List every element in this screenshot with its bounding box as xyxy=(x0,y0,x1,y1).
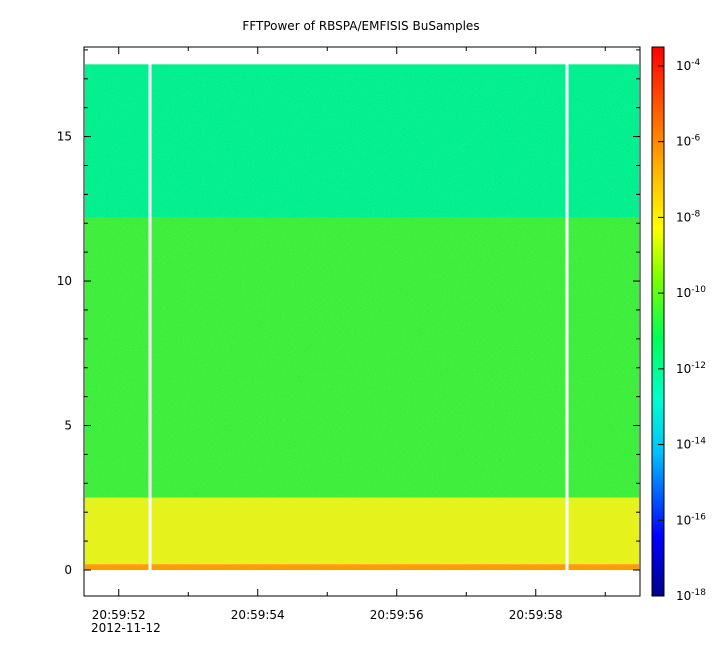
colorbar-tick-label: 10-12 xyxy=(676,361,706,376)
colorbar-tick-label: 10-4 xyxy=(676,58,701,73)
spectrogram-plot-area: 20:59:52 20:59:54 20:59:56 20:59:58 051015 … xyxy=(57,46,641,635)
data-gap-0 xyxy=(148,64,152,570)
colorbar-tick-label: 10-16 xyxy=(676,512,706,527)
colorbar-tick-label: 10-10 xyxy=(676,285,706,300)
y-tick-label: 5 xyxy=(64,419,72,433)
colorbar-gradient xyxy=(651,46,665,597)
chart-title: FFTPower of RBSPA/EMFISIS BuSamples xyxy=(242,19,479,33)
x-tick-label: 20:59:54 xyxy=(231,608,285,622)
colorbar-tick-label: 10-18 xyxy=(676,588,706,603)
y-axis: 0 5 10 15 xyxy=(57,49,640,577)
plot-frame xyxy=(83,46,641,597)
colorbar-tick-label: 10-6 xyxy=(676,134,701,149)
y-tick-label: 0 xyxy=(64,563,72,577)
y-tick-label: 10 xyxy=(57,274,72,288)
spectrogram-noise-texture xyxy=(85,73,639,571)
x-tick-label: 20:59:58 xyxy=(509,608,563,622)
x-axis: 20:59:52 20:59:54 20:59:56 20:59:58 xyxy=(92,47,606,622)
y-tick-label: 15 xyxy=(57,130,72,144)
x-tick-label: 20:59:56 xyxy=(370,608,424,622)
data-gaps xyxy=(148,64,569,570)
colorbar: 10-4 10-6 10-8 10-10 10-12 10-14 10-16 10-18 xyxy=(651,46,706,603)
x-date-label: 2012-11-12 xyxy=(91,621,161,635)
data-gap-1 xyxy=(565,64,569,570)
colorbar-tick-label: 10-14 xyxy=(676,437,706,452)
colorbar-ticks: 10-4 10-6 10-8 10-10 10-12 10-14 10-16 10-18 xyxy=(658,58,706,603)
x-tick-label: 20:59:52 xyxy=(92,608,146,622)
colorbar-tick-label: 10-8 xyxy=(676,209,701,224)
